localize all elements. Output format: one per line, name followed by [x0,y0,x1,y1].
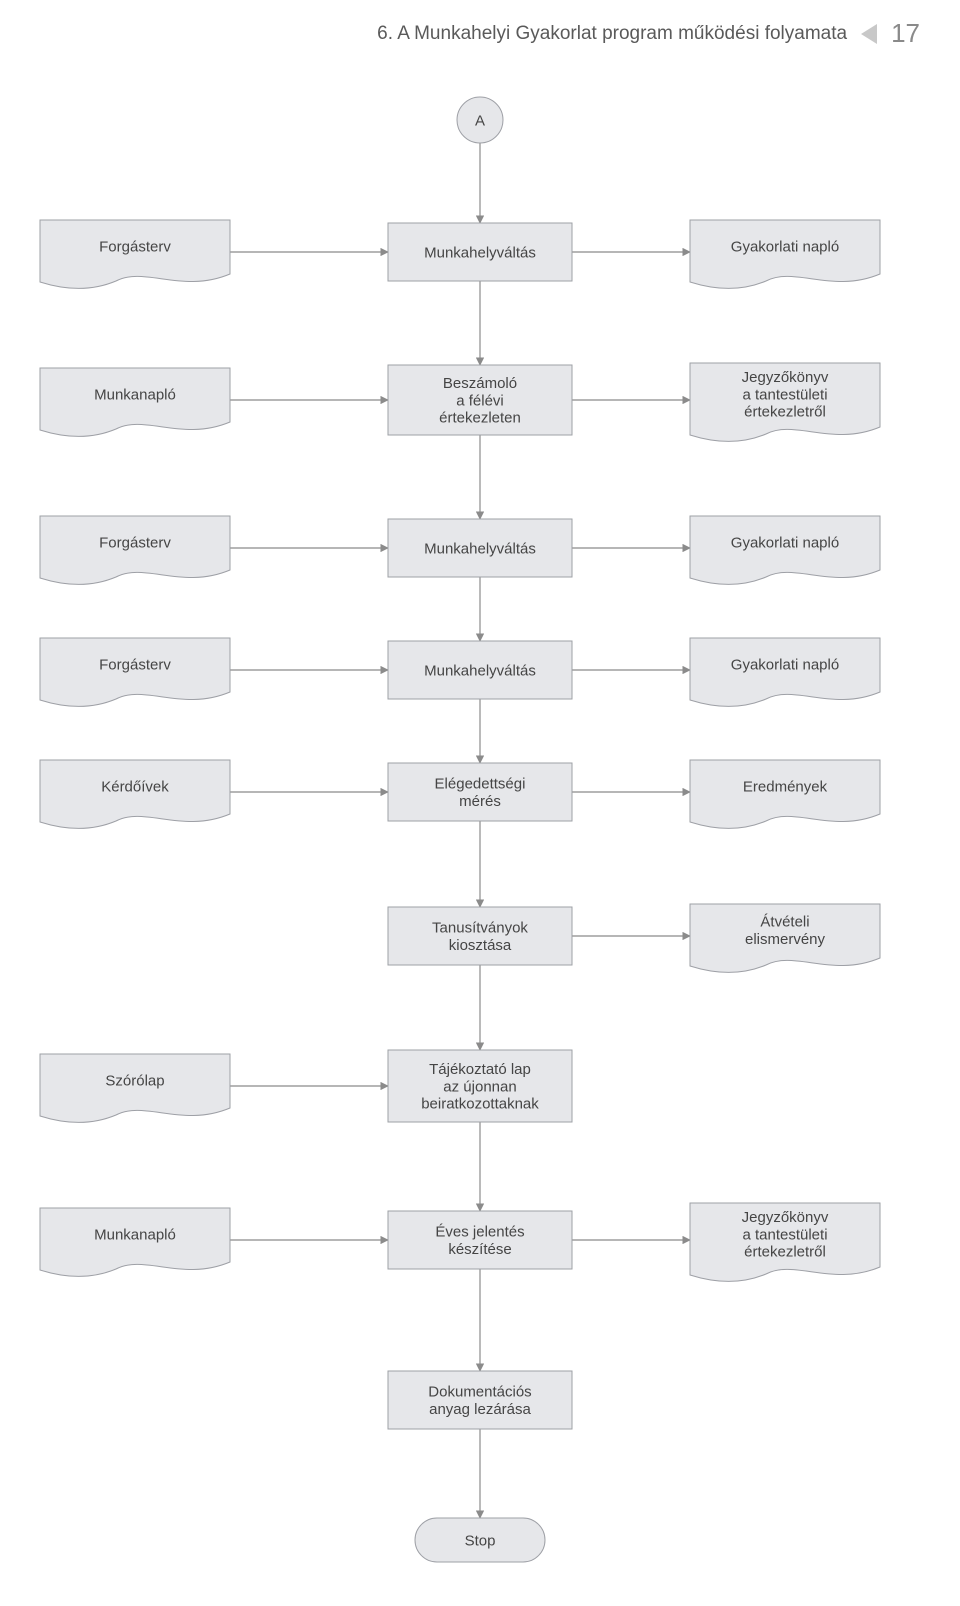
flow-node-label: Kérdőívek [101,778,169,795]
flow-node-label: Szórólap [105,1072,164,1089]
flow-node-r5_center: Elégedettségimérés [388,763,572,821]
flow-node-r8_right: Jegyzőkönyva tantestületiértekezletről [690,1203,880,1281]
flow-node-r2_center: Beszámolóa féléviértekezleten [388,365,572,435]
flow-node-r4_left: Forgásterv [40,638,230,706]
page: 6. A Munkahelyi Gyakorlat program működé… [0,0,960,1606]
flow-node-r3_right: Gyakorlati napló [690,516,880,584]
flow-node-r5_left: Kérdőívek [40,760,230,828]
flowchart-canvas: A Forgásterv Munkahelyváltás Gyakorlati nap… [0,0,960,1606]
flow-node-r4_right: Gyakorlati napló [690,638,880,706]
flow-node-label: Munkanapló [94,1226,176,1243]
flow-node-r6_right: Átvételielismervény [690,904,880,972]
flow-node-label: Stop [465,1532,496,1549]
flow-node-label: Dokumentációsanyag lezárása [428,1384,531,1418]
flow-node-r3_center: Munkahelyváltás [388,519,572,577]
flow-node-label: Gyakorlati napló [731,238,839,255]
flow-node-r6_center: Tanusítványokkiosztása [388,907,572,965]
flow-node-stop: Stop [415,1518,545,1562]
flow-node-label: Gyakorlati napló [731,534,839,551]
flow-node-label: Gyakorlati napló [731,656,839,673]
flow-node-r5_right: Eredmények [690,760,880,828]
flow-node-r9_center: Dokumentációsanyag lezárása [388,1371,572,1429]
flow-node-r1_left: Forgásterv [40,220,230,288]
flow-node-label: A [475,112,485,129]
flow-node-r2_right: Jegyzőkönyva tantestületiértekezletről [690,363,880,441]
flow-node-label: Forgásterv [99,656,171,673]
flow-node-r1_right: Gyakorlati napló [690,220,880,288]
flow-node-label: Jegyzőkönyva tantestületiértekezletről [742,1209,829,1261]
flow-node-r3_left: Forgásterv [40,516,230,584]
flow-node-label: Forgásterv [99,534,171,551]
flow-node-label: Munkahelyváltás [424,540,536,557]
flow-node-r8_left: Munkanapló [40,1208,230,1276]
flow-node-r1_center: Munkahelyváltás [388,223,572,281]
flow-node-label: Jegyzőkönyva tantestületiértekezletről [742,369,829,421]
flow-node-connector_a: A [457,97,503,143]
flow-node-r4_center: Munkahelyváltás [388,641,572,699]
flow-node-r7_center: Tájékoztató lapaz újonnanbeiratkozottakn… [388,1050,572,1122]
flow-node-label: Munkahelyváltás [424,244,536,261]
flow-node-label: Munkanapló [94,386,176,403]
flow-node-label: Forgásterv [99,238,171,255]
flow-node-label: Munkahelyváltás [424,662,536,679]
flow-node-label: Éves jelentéskészítése [435,1224,524,1258]
flow-node-r2_left: Munkanapló [40,368,230,436]
flow-node-label: Eredmények [743,778,828,795]
flow-node-r7_left: Szórólap [40,1054,230,1122]
flow-node-r8_center: Éves jelentéskészítése [388,1211,572,1269]
